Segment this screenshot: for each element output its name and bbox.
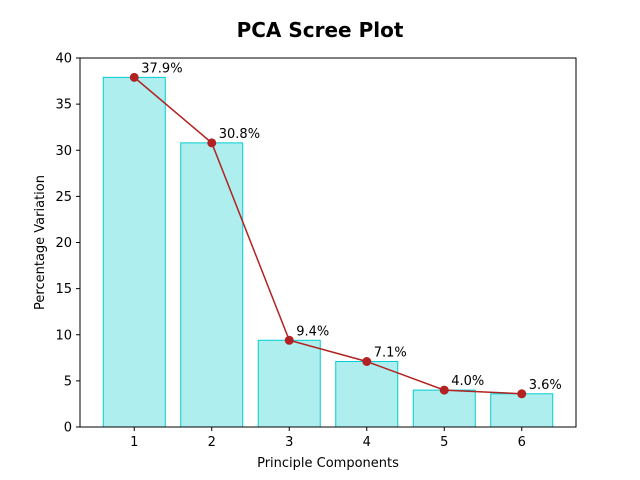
x-tick-label-3: 3 [285,435,293,450]
x-tick-label-2: 2 [208,435,216,450]
bar-6 [490,393,554,428]
y-tick-label-5: 5 [64,374,72,389]
y-tick-label-25: 25 [55,190,72,205]
x-tick-label-1: 1 [130,435,138,450]
bar-2 [180,142,244,428]
x-tick-label-4: 4 [363,435,371,450]
data-label-4: 7.1% [374,346,407,361]
y-tick-label-0: 0 [64,421,72,436]
point-6 [517,389,527,399]
chart-title: PCA Scree Plot [237,18,404,42]
y-tick-label-10: 10 [55,328,72,343]
data-label-5: 4.0% [451,374,484,389]
point-3 [284,335,294,345]
y-tick-label-20: 20 [55,236,72,251]
point-4 [362,357,372,367]
data-label-2: 30.8% [219,127,260,142]
y-tick-label-15: 15 [55,282,72,297]
point-1 [129,72,139,82]
variation-line [133,76,522,395]
y-tick-label-35: 35 [55,98,72,113]
y-axis-label: Percentage Variation [33,175,48,310]
data-label-1: 37.9% [141,61,182,76]
y-tick-label-40: 40 [55,52,72,67]
bar-3 [257,339,321,428]
bar-5 [412,389,476,428]
data-label-3: 9.4% [296,324,329,339]
point-2 [207,138,217,148]
x-axis-label: Principle Components [257,456,399,471]
plot-area: 37.9% 30.8% 9.4% 7.1% 4.0% 3.6% 1 2 3 4 5 6 0 5 10 15 20… [55,52,577,450]
x-tick-label-5: 5 [440,435,448,450]
data-label-6: 3.6% [529,378,562,393]
bar-1 [102,76,166,428]
x-tick-label-6: 6 [518,435,526,450]
y-tick-label-30: 30 [55,144,72,159]
point-5 [439,385,449,395]
bar-4 [335,361,399,428]
